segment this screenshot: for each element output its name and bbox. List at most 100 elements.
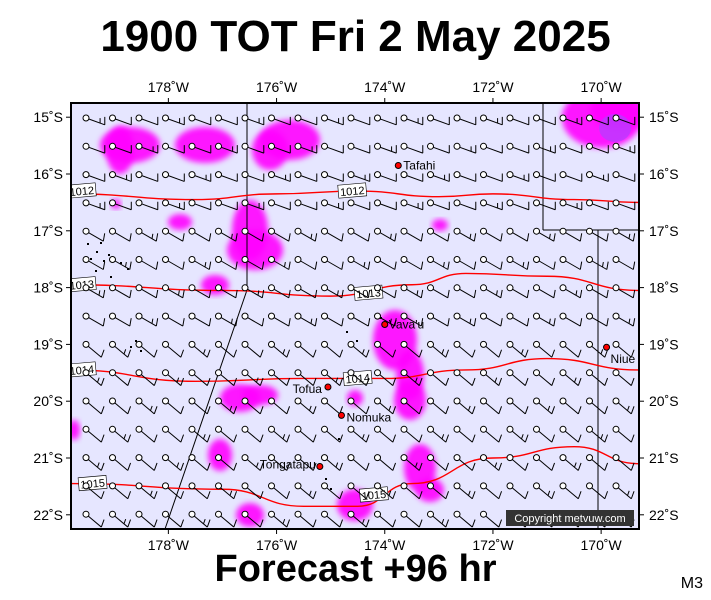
wind-barb bbox=[321, 482, 344, 500]
wind-barb bbox=[506, 425, 529, 443]
wind-barb bbox=[400, 284, 424, 299]
wind-barb bbox=[400, 312, 424, 327]
wind-barb bbox=[586, 397, 609, 415]
lon-tick-top: 174˚W bbox=[364, 79, 406, 95]
wind-barb bbox=[162, 142, 185, 154]
wind-barb bbox=[347, 284, 371, 299]
wind-barb bbox=[82, 454, 105, 471]
wind-barb bbox=[427, 227, 450, 242]
wind-barb bbox=[400, 369, 423, 386]
wind-barb bbox=[82, 397, 105, 415]
lat-tick-right: 18˚S bbox=[649, 280, 679, 296]
wind-barb bbox=[427, 171, 450, 182]
wind-barb bbox=[453, 256, 477, 270]
wind-barb bbox=[135, 482, 158, 500]
lat-tick-left: 22˚S bbox=[33, 507, 63, 523]
wind-barb bbox=[162, 397, 185, 415]
wind-barb bbox=[241, 312, 265, 327]
lon-tick-bottom: 170˚W bbox=[581, 537, 623, 553]
wind-barb bbox=[427, 369, 450, 386]
wind-barb bbox=[162, 340, 185, 358]
wind-barb bbox=[82, 227, 106, 242]
wind-barb bbox=[82, 171, 106, 182]
wind-barb bbox=[162, 425, 185, 443]
island-dot bbox=[346, 331, 348, 333]
wind-barb bbox=[347, 114, 371, 126]
wind-barb bbox=[506, 114, 530, 126]
wind-barb bbox=[453, 114, 477, 126]
wind-barb bbox=[241, 227, 265, 242]
lat-tick-left: 15˚S bbox=[33, 109, 63, 125]
wind-barb bbox=[82, 312, 106, 327]
place-label: Nomuka bbox=[346, 410, 391, 424]
wind-barb bbox=[400, 199, 424, 211]
island-dot bbox=[356, 340, 358, 342]
wind-barb bbox=[586, 454, 609, 471]
wind-barb bbox=[135, 369, 158, 386]
wind-barb bbox=[215, 312, 238, 327]
wind-barb bbox=[453, 312, 477, 327]
wind-barb bbox=[215, 425, 238, 443]
wind-barb bbox=[586, 171, 609, 182]
wind-barb bbox=[559, 482, 582, 500]
wind-barb bbox=[294, 284, 318, 299]
wind-barb bbox=[506, 397, 529, 415]
wind-barb bbox=[268, 425, 291, 443]
place-marker: Tofua bbox=[293, 382, 332, 396]
wind-barb bbox=[586, 340, 609, 358]
wind-barb bbox=[374, 199, 397, 211]
wind-barb bbox=[241, 171, 265, 182]
wind-barb bbox=[135, 397, 158, 415]
island-dot bbox=[87, 243, 89, 245]
wind-barb bbox=[506, 256, 530, 270]
wind-barb bbox=[294, 227, 318, 242]
wind-barb bbox=[427, 425, 450, 443]
island-dot bbox=[338, 438, 340, 440]
wind-barb bbox=[400, 425, 423, 443]
islands bbox=[87, 242, 382, 490]
wind-barb bbox=[268, 284, 291, 299]
wind-barb bbox=[400, 340, 423, 358]
wind-barb bbox=[612, 171, 636, 182]
wind-barb bbox=[374, 369, 397, 386]
wind-barb bbox=[427, 510, 450, 528]
island-dot bbox=[96, 251, 98, 253]
wind-barb bbox=[109, 397, 132, 415]
wind-barb bbox=[612, 142, 636, 154]
wind-barb bbox=[347, 397, 370, 415]
wind-barb bbox=[241, 397, 264, 415]
wind-barb bbox=[188, 425, 211, 443]
island-dot bbox=[90, 258, 92, 260]
wind-barb bbox=[321, 312, 344, 327]
wind-barb bbox=[109, 369, 132, 386]
wind-barb bbox=[453, 510, 476, 528]
island-dot bbox=[330, 488, 332, 490]
wind-barb bbox=[533, 454, 556, 471]
wind-barb bbox=[109, 227, 132, 242]
wind-barb bbox=[480, 256, 503, 270]
wind-barb bbox=[268, 369, 291, 386]
rain-area bbox=[71, 420, 80, 440]
island-dot bbox=[108, 254, 110, 256]
wind-barb bbox=[82, 340, 105, 358]
svg-text:1015: 1015 bbox=[361, 489, 386, 503]
wind-barb bbox=[215, 397, 238, 415]
wind-barb bbox=[559, 142, 583, 154]
wind-barb bbox=[612, 340, 635, 358]
place-marker: Tongatapu bbox=[260, 458, 324, 472]
wind-barb bbox=[347, 256, 371, 270]
wind-barb bbox=[294, 199, 318, 211]
wind-barb bbox=[347, 227, 371, 242]
wind-barb bbox=[188, 142, 212, 154]
wind-barb bbox=[135, 340, 158, 358]
wind-barb bbox=[109, 510, 132, 528]
isobar-line bbox=[71, 272, 639, 297]
wind-barb bbox=[188, 340, 211, 358]
island-dot bbox=[110, 276, 112, 278]
island-dot bbox=[95, 270, 97, 272]
wind-barb bbox=[135, 510, 158, 528]
wind-barb bbox=[427, 454, 450, 471]
place-label: Vava'u bbox=[389, 318, 424, 332]
place-marker: Vava'u bbox=[381, 318, 424, 332]
wind-barb bbox=[506, 369, 529, 386]
